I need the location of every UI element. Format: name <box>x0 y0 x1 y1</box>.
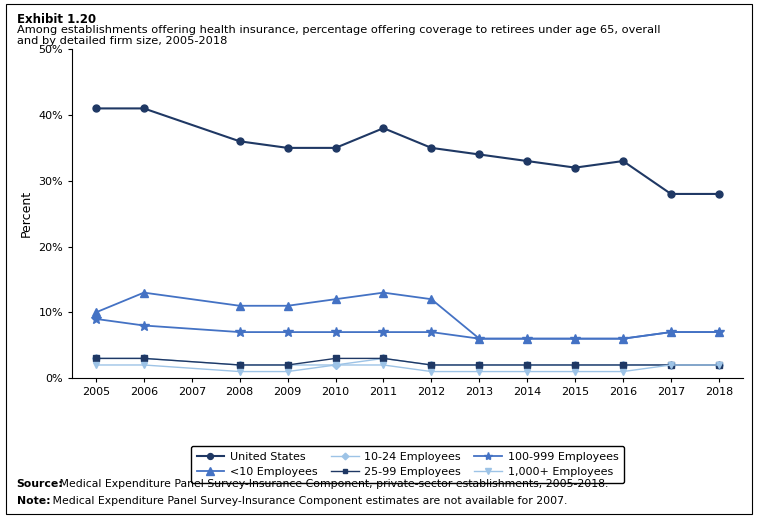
Text: and by detailed firm size, 2005-2018: and by detailed firm size, 2005-2018 <box>17 36 227 46</box>
25-99 Employees <box>92 355 101 362</box>
10-24 Employees <box>571 362 580 368</box>
Y-axis label: Percent: Percent <box>20 190 33 237</box>
10-24 Employees <box>427 362 436 368</box>
<10 Employees <box>379 290 388 296</box>
<10 Employees <box>523 336 532 342</box>
100-999 Employees <box>139 322 149 328</box>
100-999 Employees <box>283 329 292 335</box>
<10 Employees <box>571 336 580 342</box>
100-999 Employees <box>379 329 388 335</box>
Line: 10-24 Employees: 10-24 Employees <box>93 356 722 368</box>
100-999 Employees <box>666 329 675 335</box>
100-999 Employees <box>427 329 436 335</box>
100-999 Employees <box>523 336 532 342</box>
25-99 Employees <box>283 362 292 368</box>
100-999 Employees <box>714 329 723 335</box>
10-24 Employees <box>331 362 340 368</box>
10-24 Employees <box>714 362 723 368</box>
10-24 Employees <box>523 362 532 368</box>
10-24 Employees <box>666 362 675 368</box>
Line: 100-999 Employees: 100-999 Employees <box>91 314 724 343</box>
100-999 Employees <box>235 329 244 335</box>
United States <box>379 125 388 131</box>
25-99 Employees <box>714 362 723 368</box>
25-99 Employees <box>571 362 580 368</box>
10-24 Employees <box>139 355 149 362</box>
United States <box>331 145 340 151</box>
25-99 Employees <box>427 362 436 368</box>
1,000+ Employees <box>571 368 580 375</box>
1,000+ Employees <box>714 362 723 368</box>
25-99 Employees <box>235 362 244 368</box>
25-99 Employees <box>139 355 149 362</box>
Line: United States: United States <box>92 105 722 197</box>
<10 Employees <box>666 329 675 335</box>
100-999 Employees <box>92 316 101 322</box>
<10 Employees <box>427 296 436 303</box>
United States <box>571 165 580 171</box>
100-999 Employees <box>619 336 628 342</box>
10-24 Employees <box>619 362 628 368</box>
Text: Source:: Source: <box>17 479 64 489</box>
<10 Employees <box>139 290 149 296</box>
<10 Employees <box>92 309 101 315</box>
1,000+ Employees <box>139 362 149 368</box>
1,000+ Employees <box>379 362 388 368</box>
10-24 Employees <box>92 355 101 362</box>
<10 Employees <box>475 336 484 342</box>
25-99 Employees <box>619 362 628 368</box>
United States <box>92 105 101 111</box>
1,000+ Employees <box>331 362 340 368</box>
25-99 Employees <box>379 355 388 362</box>
1,000+ Employees <box>666 362 675 368</box>
Text: Exhibit 1.20: Exhibit 1.20 <box>17 13 96 26</box>
Line: <10 Employees: <10 Employees <box>92 289 723 343</box>
Text: Among establishments offering health insurance, percentage offering coverage to : Among establishments offering health ins… <box>17 25 660 35</box>
100-999 Employees <box>571 336 580 342</box>
1,000+ Employees <box>427 368 436 375</box>
Text: Note:: Note: <box>17 496 50 506</box>
1,000+ Employees <box>475 368 484 375</box>
United States <box>427 145 436 151</box>
10-24 Employees <box>235 362 244 368</box>
1,000+ Employees <box>235 368 244 375</box>
1,000+ Employees <box>283 368 292 375</box>
United States <box>235 138 244 145</box>
25-99 Employees <box>666 362 675 368</box>
United States <box>475 151 484 157</box>
United States <box>523 158 532 164</box>
10-24 Employees <box>379 355 388 362</box>
100-999 Employees <box>331 329 340 335</box>
United States <box>666 191 675 197</box>
10-24 Employees <box>475 362 484 368</box>
<10 Employees <box>331 296 340 303</box>
100-999 Employees <box>475 336 484 342</box>
Line: 1,000+ Employees: 1,000+ Employees <box>92 362 722 375</box>
1,000+ Employees <box>92 362 101 368</box>
Legend: United States, <10 Employees, 10-24 Employees, 25-99 Employees, 100-999 Employee: United States, <10 Employees, 10-24 Empl… <box>191 446 624 483</box>
United States <box>139 105 149 111</box>
25-99 Employees <box>475 362 484 368</box>
United States <box>283 145 292 151</box>
1,000+ Employees <box>619 368 628 375</box>
Text: Medical Expenditure Panel Survey-Insurance Component estimates are not available: Medical Expenditure Panel Survey-Insuran… <box>49 496 567 506</box>
United States <box>714 191 723 197</box>
Text: Medical Expenditure Panel Survey-Insurance Component, private-sector establishme: Medical Expenditure Panel Survey-Insuran… <box>56 479 609 489</box>
Line: 25-99 Employees: 25-99 Employees <box>93 356 722 368</box>
10-24 Employees <box>283 362 292 368</box>
<10 Employees <box>283 303 292 309</box>
25-99 Employees <box>331 355 340 362</box>
<10 Employees <box>714 329 723 335</box>
United States <box>619 158 628 164</box>
1,000+ Employees <box>523 368 532 375</box>
25-99 Employees <box>523 362 532 368</box>
<10 Employees <box>235 303 244 309</box>
<10 Employees <box>619 336 628 342</box>
